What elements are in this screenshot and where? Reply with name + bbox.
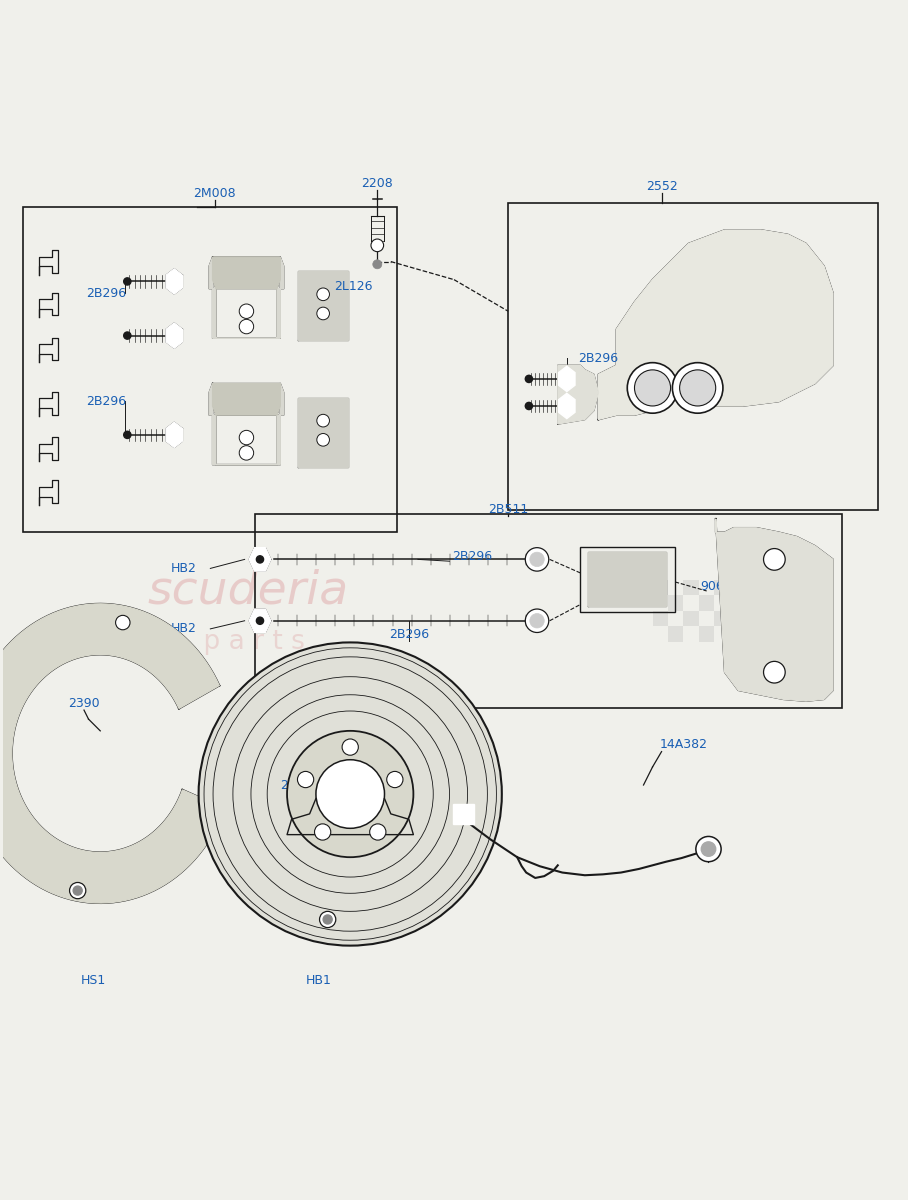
Bar xyxy=(653,580,668,595)
Circle shape xyxy=(123,278,131,286)
Bar xyxy=(698,626,714,642)
Circle shape xyxy=(373,259,381,269)
Text: HB2: HB2 xyxy=(171,623,196,635)
Polygon shape xyxy=(209,384,283,464)
Bar xyxy=(255,515,842,708)
Circle shape xyxy=(679,370,716,406)
Circle shape xyxy=(239,319,253,334)
Circle shape xyxy=(239,445,253,460)
Circle shape xyxy=(123,332,131,340)
Text: 2552: 2552 xyxy=(646,180,677,193)
Circle shape xyxy=(526,610,548,632)
Text: 2B296: 2B296 xyxy=(389,628,429,641)
Circle shape xyxy=(316,760,384,828)
Text: 2B296: 2B296 xyxy=(452,550,492,563)
Circle shape xyxy=(529,552,544,566)
Polygon shape xyxy=(166,323,183,348)
Circle shape xyxy=(371,239,383,252)
Polygon shape xyxy=(598,230,833,420)
Text: c a r   p a r t s: c a r p a r t s xyxy=(120,630,305,655)
Circle shape xyxy=(317,433,330,446)
Text: HB1: HB1 xyxy=(306,974,331,988)
Circle shape xyxy=(696,836,721,862)
Circle shape xyxy=(239,431,253,445)
Circle shape xyxy=(298,772,313,787)
Text: 2B296: 2B296 xyxy=(86,287,126,300)
Bar xyxy=(668,626,683,642)
Polygon shape xyxy=(716,518,833,701)
Circle shape xyxy=(701,842,716,857)
Text: scuderia: scuderia xyxy=(147,569,349,613)
Bar xyxy=(714,611,729,626)
Circle shape xyxy=(764,548,785,570)
Circle shape xyxy=(529,613,544,628)
Bar xyxy=(714,580,729,595)
Polygon shape xyxy=(209,257,283,338)
Circle shape xyxy=(74,886,83,895)
Circle shape xyxy=(317,414,330,427)
Polygon shape xyxy=(166,269,183,294)
Bar xyxy=(580,547,676,612)
Text: 2B296: 2B296 xyxy=(578,352,618,365)
Polygon shape xyxy=(249,610,271,632)
Circle shape xyxy=(635,370,671,406)
Circle shape xyxy=(70,882,85,899)
Text: 2208: 2208 xyxy=(361,176,393,190)
Circle shape xyxy=(673,362,723,413)
Bar xyxy=(683,611,698,626)
Circle shape xyxy=(256,617,263,624)
Circle shape xyxy=(342,739,359,755)
Circle shape xyxy=(370,824,386,840)
Circle shape xyxy=(627,362,677,413)
Bar xyxy=(698,595,714,611)
Text: 2L126: 2L126 xyxy=(333,281,372,293)
Bar xyxy=(683,580,698,595)
Circle shape xyxy=(317,288,330,301)
Text: 2M008: 2M008 xyxy=(193,187,236,200)
Text: 2390: 2390 xyxy=(68,697,100,710)
Polygon shape xyxy=(558,366,575,391)
Polygon shape xyxy=(166,422,183,448)
Circle shape xyxy=(256,556,263,563)
Polygon shape xyxy=(212,384,281,415)
Text: 2B511: 2B511 xyxy=(488,503,528,516)
Bar xyxy=(653,611,668,626)
Circle shape xyxy=(764,661,785,683)
Text: 2C026: 2C026 xyxy=(281,779,321,792)
Circle shape xyxy=(526,402,532,409)
Polygon shape xyxy=(249,547,271,571)
Circle shape xyxy=(526,376,532,383)
Circle shape xyxy=(387,772,403,787)
Circle shape xyxy=(239,304,253,318)
Circle shape xyxy=(287,731,413,857)
Polygon shape xyxy=(453,804,474,824)
Bar xyxy=(23,208,397,533)
Text: 9069: 9069 xyxy=(700,580,732,593)
Polygon shape xyxy=(299,271,348,341)
Polygon shape xyxy=(299,397,348,467)
Text: HB2: HB2 xyxy=(171,562,196,575)
Circle shape xyxy=(317,307,330,319)
Text: HS1: HS1 xyxy=(81,974,105,988)
Circle shape xyxy=(123,431,131,438)
Circle shape xyxy=(314,824,331,840)
Polygon shape xyxy=(0,604,224,904)
Bar xyxy=(668,595,683,611)
Polygon shape xyxy=(587,552,666,606)
Bar xyxy=(508,203,878,510)
Circle shape xyxy=(526,547,548,571)
Circle shape xyxy=(115,616,130,630)
Polygon shape xyxy=(558,394,575,419)
Circle shape xyxy=(199,642,502,946)
Circle shape xyxy=(320,911,336,928)
Circle shape xyxy=(323,914,332,924)
Text: 14A382: 14A382 xyxy=(660,738,708,751)
Text: 2B296: 2B296 xyxy=(86,395,126,408)
Polygon shape xyxy=(558,365,598,424)
Polygon shape xyxy=(212,257,281,289)
